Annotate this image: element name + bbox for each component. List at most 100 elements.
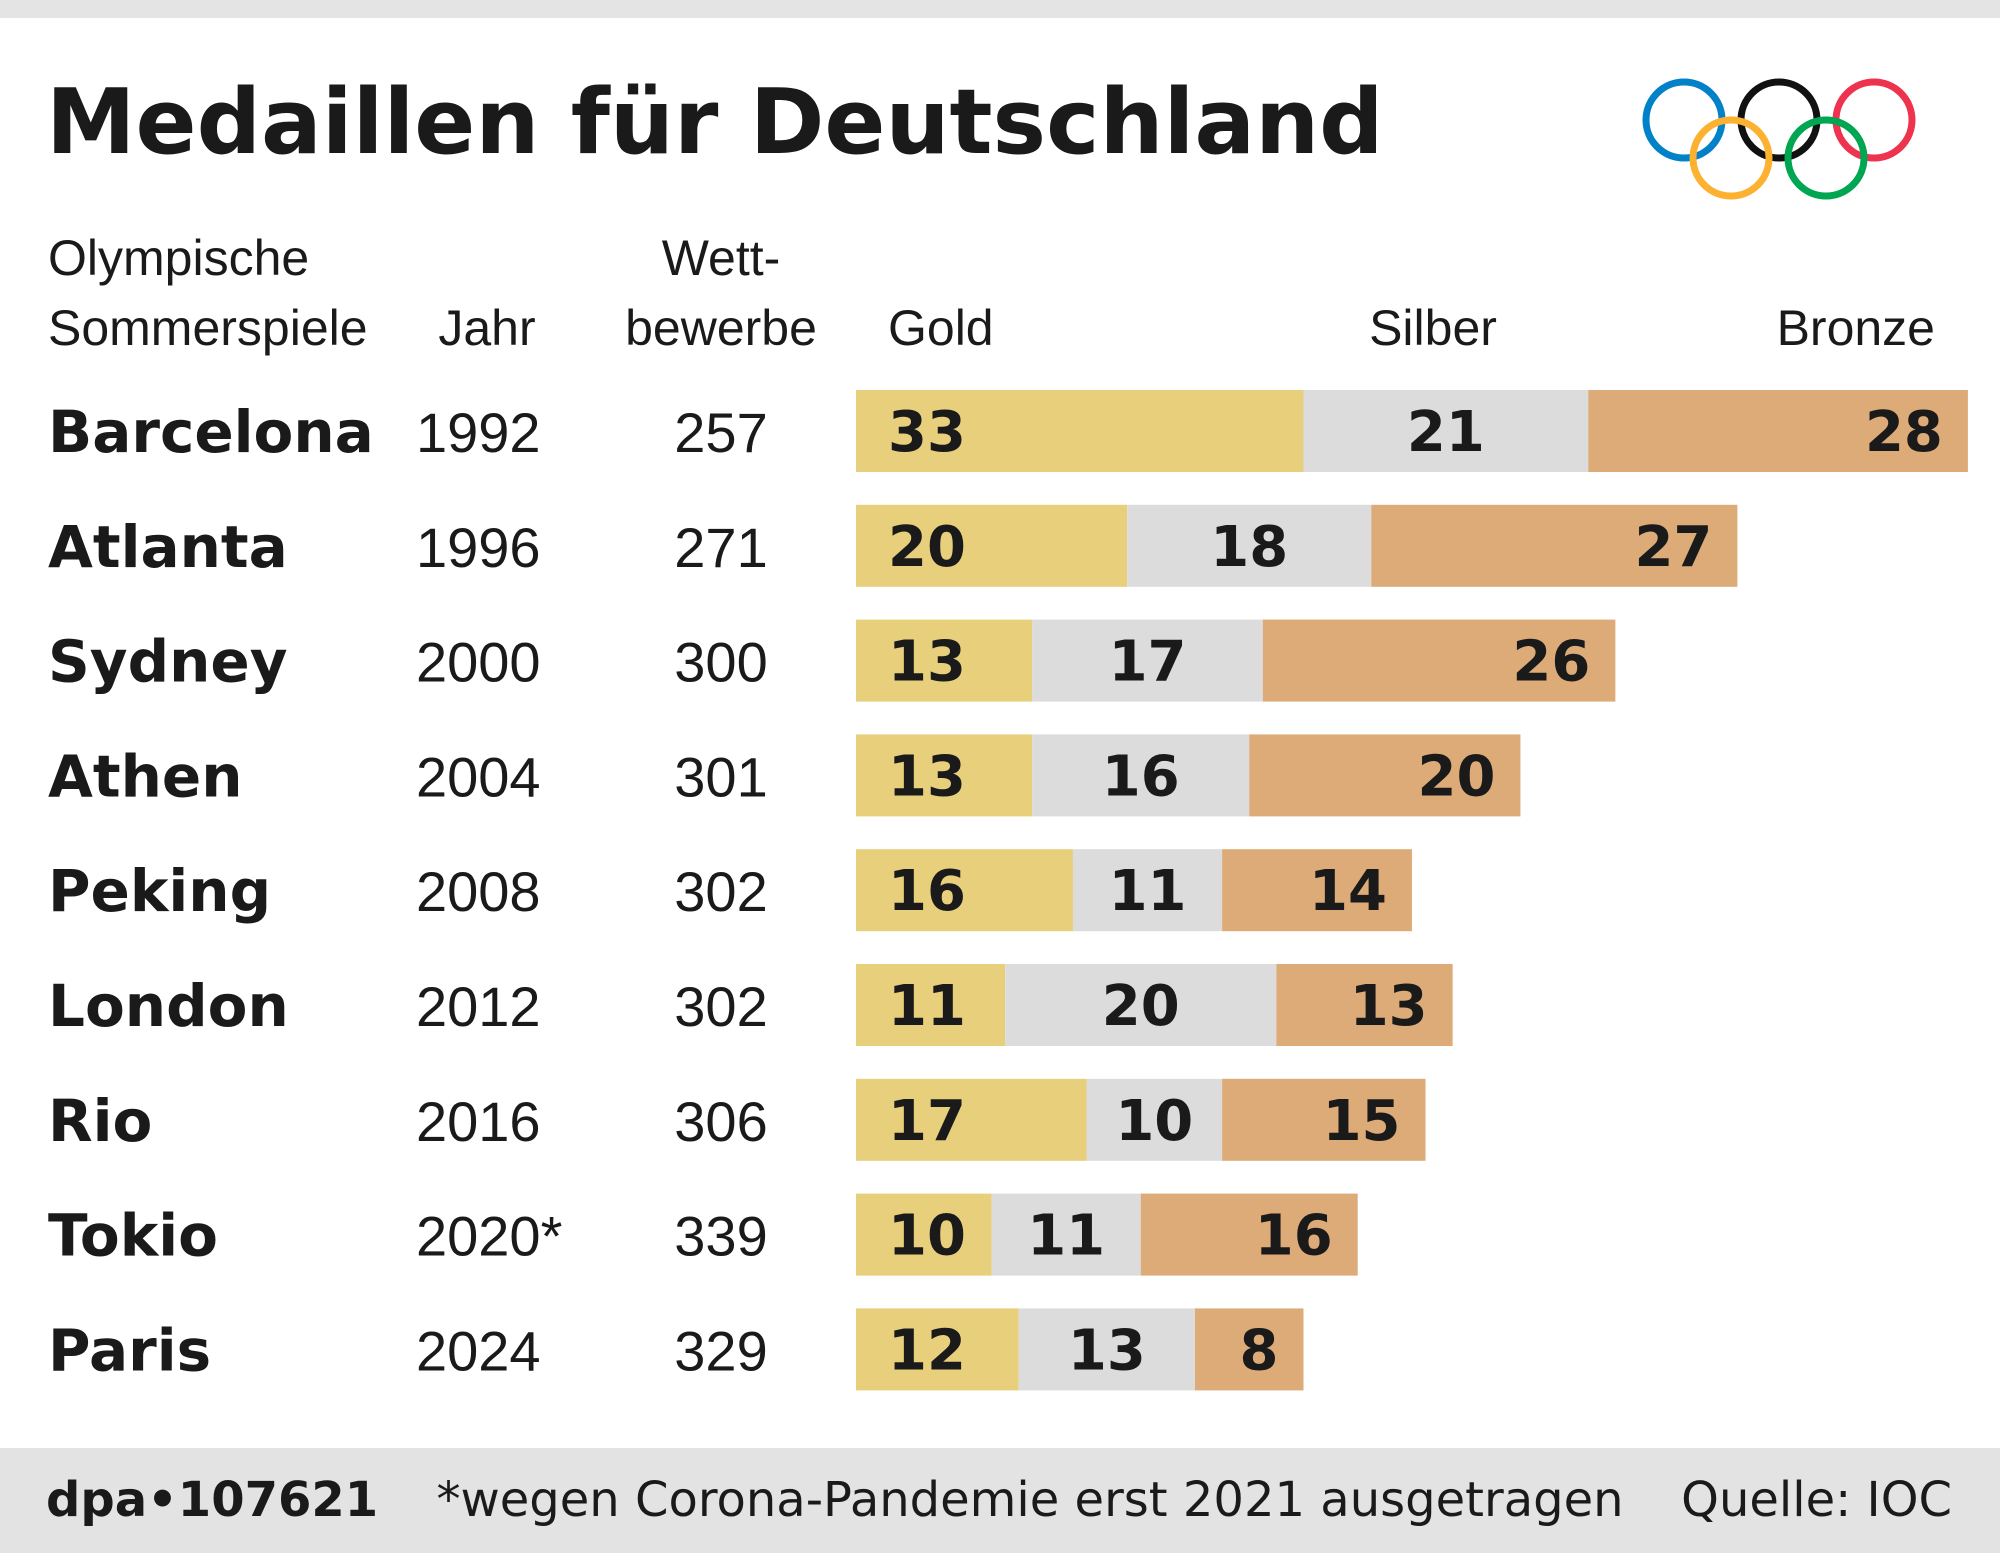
bar-segment [1032,619,1263,702]
value-label: 17 [888,1089,966,1154]
year: 2004 [416,745,541,808]
year: 2024 [416,1319,541,1382]
olympic-rings [1642,78,1916,200]
bar-segment [1303,390,1589,472]
value-label: 33 [888,400,966,465]
bar-segment [1249,734,1521,817]
year: 2020* [416,1205,562,1268]
value-label: 11 [888,974,966,1039]
bar-segment [856,1308,1019,1391]
header: Wett- [662,230,781,286]
series-header: Silber [1369,300,1497,356]
bar-segment [856,619,1033,702]
value-label: 13 [1350,974,1428,1039]
header: Jahr [438,300,535,356]
bar-segment [1086,1078,1223,1161]
value-label: 14 [1309,859,1387,924]
category-label: Rio [48,1087,152,1155]
bar-segment [1195,1308,1304,1391]
value-label: 21 [1407,400,1485,465]
events: 339 [674,1205,767,1268]
events: 300 [674,631,767,694]
year: 2000 [416,631,541,694]
category-label: Atlanta [48,513,288,581]
events: 301 [674,745,767,808]
value-label: 10 [1115,1089,1193,1154]
category-label: Sydney [48,628,288,696]
bar-segment [1072,849,1223,932]
category-label: London [48,972,289,1040]
category-label: Paris [48,1316,211,1384]
ring [1737,78,1821,162]
footer-band [0,1448,2000,1553]
events: 302 [674,860,767,923]
bar-segment [1262,619,1616,702]
bar-segment [1018,1308,1195,1391]
year: 1992 [416,401,541,464]
value-label: 27 [1634,515,1712,580]
value-label: 26 [1512,630,1590,695]
year: 2012 [416,975,541,1038]
value-label: 13 [1068,1318,1146,1383]
value-label: 16 [888,859,966,924]
top-band [0,0,2000,18]
ring [1642,78,1726,162]
value-label: 20 [1418,744,1496,809]
bar-segment [1588,390,1968,472]
bar-segment [1140,1193,1358,1276]
value-label: 17 [1109,630,1187,695]
source-id: dpa•107621 [46,1472,378,1528]
value-label: 18 [1210,515,1288,580]
events: 271 [674,516,767,579]
events: 329 [674,1319,767,1382]
value-label: 13 [888,630,966,695]
category-label: Athen [48,742,243,810]
value-label: 20 [1102,974,1180,1039]
header: Sommerspiele [48,300,368,356]
ring [1784,116,1868,200]
value-label: 12 [888,1318,966,1383]
bar-segment [1371,504,1738,587]
chart-title: Medaillen für Deutschland [46,70,1384,175]
value-label: 28 [1865,400,1943,465]
bar-segment [1032,734,1250,817]
value-label: 16 [1102,744,1180,809]
bar-segment [1005,964,1277,1046]
header: Olympische [48,230,309,286]
source: Quelle: IOC [1681,1472,1952,1528]
events: 302 [674,975,767,1038]
value-label: 8 [1240,1318,1279,1383]
bar-segment [856,849,1073,932]
value-label: 10 [888,1204,966,1269]
series-header: Bronze [1777,300,1935,356]
bar-segment [1127,504,1372,587]
value-label: 15 [1323,1089,1401,1154]
value-label: 13 [888,744,966,809]
footnote: *wegen Corona-Pandemie erst 2021 ausgetr… [436,1472,1623,1528]
bar-segment [856,1078,1087,1161]
events: 257 [674,401,767,464]
bar-segment [856,504,1128,587]
value-label: 11 [1027,1204,1105,1269]
category-label: Peking [48,857,271,925]
category-label: Tokio [48,1202,218,1270]
bar-segment [856,390,1304,472]
bar-segment [1222,849,1412,932]
events: 306 [674,1090,767,1153]
value-label: 11 [1109,859,1187,924]
bar-segment [856,1193,992,1276]
category-label: Barcelona [48,398,374,466]
bar-segment [856,734,1033,817]
bar-segment [1222,1078,1426,1161]
bar-segment [1276,964,1453,1046]
bar-segment [856,964,1006,1046]
series-header: Gold [888,300,994,356]
year: 2008 [416,860,541,923]
year: 2016 [416,1090,541,1153]
ring [1689,116,1773,200]
value-label: 16 [1255,1204,1333,1269]
year: 1996 [416,516,541,579]
ring [1832,78,1916,162]
bar-segment [991,1193,1141,1276]
